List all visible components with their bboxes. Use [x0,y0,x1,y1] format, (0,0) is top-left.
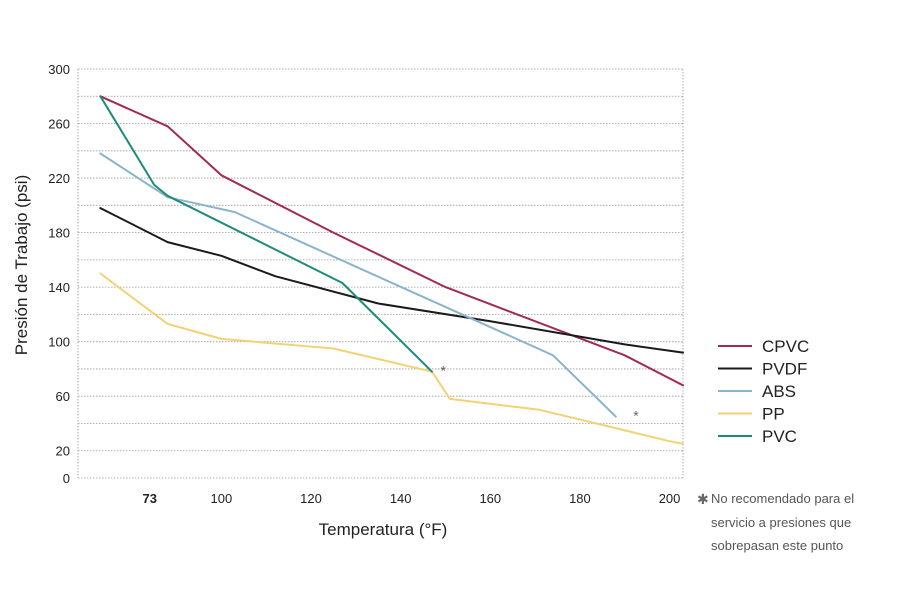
footnote-line-2: servicio a presiones que [711,515,851,530]
x-axis-label: Temperatura (°F) [319,520,448,539]
y-tick-label: 220 [48,171,70,186]
legend-label-pvdf: PVDF [762,360,807,379]
grid-lines [77,68,684,479]
y-tick-label: 140 [48,280,70,295]
footnote-star: ✱ [697,491,709,507]
y-axis-label: Presión de Trabajo (psi) [12,175,31,355]
series-line-cpvc [99,95,684,387]
footnote-line-1: No recomendado para el [711,491,854,506]
x-tick-label: 140 [390,491,412,506]
series-line-pvc [99,95,433,373]
footnote: ✱ No recomendado para el servicio a pres… [697,491,854,553]
not-recommended-marker: * [441,363,447,379]
x-tick-label: 160 [479,491,501,506]
series-line-pp [99,272,684,445]
annotations: ** [441,363,640,424]
legend: CPVC PVDF ABS PP PVC [718,337,809,446]
legend-label-cpvc: CPVC [762,337,809,356]
legend-label-abs: ABS [762,382,796,401]
not-recommended-marker: * [633,408,639,424]
x-tick-label: 100 [211,491,233,506]
y-axis-ticks: 0 20 60 100 140 180 220 260 300 [48,62,70,486]
x-tick-label: 200 [659,491,681,506]
y-tick-label: 0 [63,471,70,486]
legend-label-pvc: PVC [762,427,797,446]
data-series [99,95,684,445]
series-line-pvdf [99,207,684,354]
footnote-line-3: sobrepasan este punto [711,538,843,553]
y-tick-label: 100 [48,335,70,350]
y-tick-label: 60 [56,389,70,404]
x-axis-ticks: 73 100 120 140 160 180 200 [142,491,680,506]
series-line-abs [99,152,617,418]
y-tick-label: 300 [48,62,70,77]
legend-label-pp: PP [762,405,785,424]
x-tick-label: 73 [142,491,156,506]
y-tick-label: 20 [56,444,70,459]
x-tick-label: 120 [300,491,322,506]
y-tick-label: 180 [48,226,70,241]
x-tick-label: 180 [569,491,591,506]
y-tick-label: 260 [48,117,70,132]
